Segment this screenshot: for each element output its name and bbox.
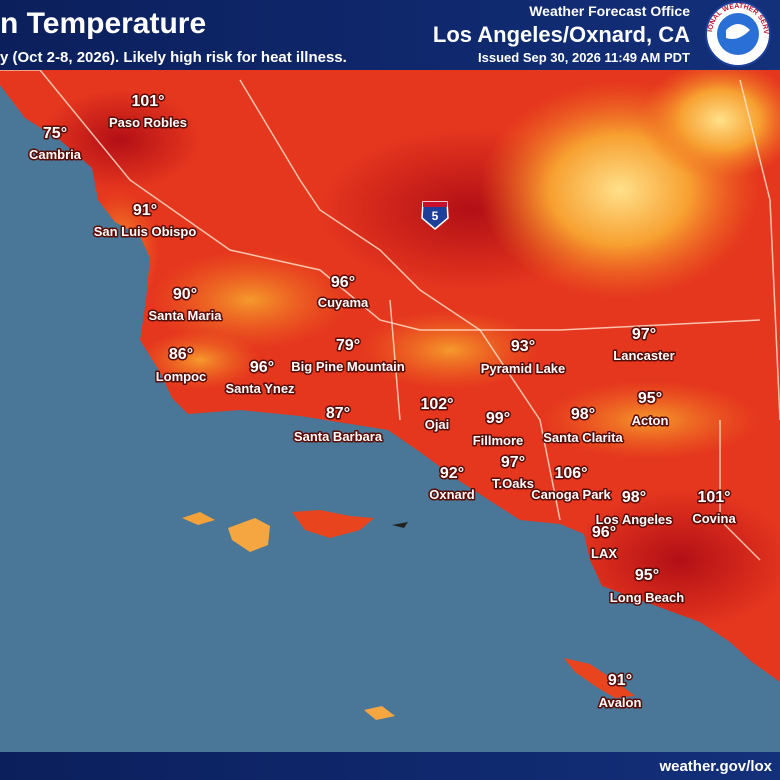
city-temp: 101° [131, 93, 164, 110]
city-name: Avalon [599, 695, 642, 710]
city-name: T.Oaks [492, 476, 534, 491]
city-name: Lompoc [156, 369, 207, 384]
city-temp: 91° [608, 672, 632, 689]
city-name: Santa Ynez [225, 381, 295, 396]
city-name: Fillmore [473, 433, 524, 448]
city-name: Oxnard [429, 487, 475, 502]
city-temp: 90° [173, 286, 197, 303]
city-temp: 86° [169, 346, 193, 363]
land [0, 70, 780, 682]
city-name: Paso Robles [109, 115, 187, 130]
footer: weather.gov/lox [658, 758, 772, 775]
footer-bar [0, 752, 780, 780]
header-bar [0, 0, 780, 70]
city-temp: 96° [250, 359, 274, 376]
city-name: Lancaster [613, 348, 674, 363]
city-name: Cambria [29, 147, 82, 162]
city-temp: 96° [331, 274, 355, 291]
city-name: Covina [692, 511, 736, 526]
city-temp: 92° [440, 465, 464, 482]
city-name: Ojai [425, 417, 450, 432]
city-temp: 95° [638, 390, 662, 407]
city-name: Santa Clarita [543, 430, 623, 445]
city-temp: 97° [501, 454, 525, 471]
city-name: Santa Maria [149, 308, 223, 323]
city-temp: 79° [336, 337, 360, 354]
city-temp: 87° [326, 405, 350, 422]
city-temp: 99° [486, 410, 510, 427]
city-name: Los Angeles [596, 512, 673, 527]
city-temp: 98° [571, 406, 595, 423]
city-temp: 106° [554, 465, 587, 482]
city-name: Santa Barbara [294, 429, 383, 444]
city-temp: 75° [43, 125, 67, 142]
city-temp: 93° [511, 338, 535, 355]
location: Los Angeles/Oxnard, CA [433, 22, 690, 47]
city-name: Big Pine Mountain [291, 359, 404, 374]
office: Weather Forecast Office [529, 3, 690, 19]
city-temp: 102° [420, 396, 453, 413]
issued: Issued Sep 30, 2026 11:49 AM PDT [478, 50, 690, 65]
islands [182, 510, 635, 720]
city-temp: 96° [592, 524, 616, 541]
highway-label: 5 [432, 209, 439, 223]
city-name: San Luis Obispo [94, 224, 197, 239]
subtitle: y (Oct 2-8, 2026). Likely high risk for … [0, 49, 347, 66]
city-temp: 98° [622, 489, 646, 506]
city-temp: 101° [697, 489, 730, 506]
title: n Temperature [0, 7, 206, 40]
city-name: Cuyama [318, 295, 369, 310]
city-labels: 101° Paso Robles 75° Cambria 91° San Luis Obi… [27, 92, 737, 712]
highway-shield: 5 [421, 201, 449, 230]
city-temp: 91° [133, 202, 157, 219]
city-temp: 95° [635, 567, 659, 584]
city-name: Canoga Park [531, 487, 611, 502]
city-name: Acton [632, 413, 669, 428]
city-temp: 97° [632, 326, 656, 343]
city-name: LAX [591, 546, 617, 561]
city-name: Long Beach [610, 590, 684, 605]
city-name: Pyramid Lake [481, 361, 566, 376]
